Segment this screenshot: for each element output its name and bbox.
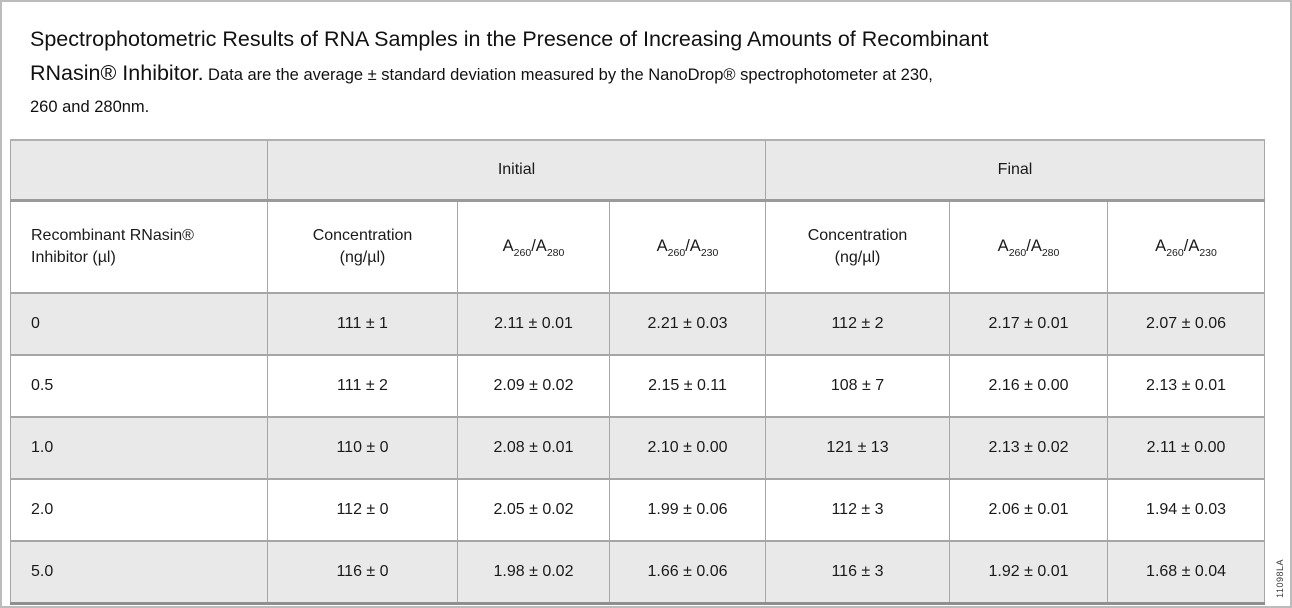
- data-cell: 116 ± 3: [765, 540, 951, 605]
- data-cell: 2.07 ± 0.06: [1107, 292, 1266, 356]
- data-cell: 2.15 ± 0.11: [608, 354, 767, 418]
- caption-line-1: Spectrophotometric Results of RNA Sample…: [30, 24, 1240, 57]
- table-caption: Spectrophotometric Results of RNA Sample…: [30, 24, 1240, 123]
- data-cell: 112 ± 3: [765, 478, 951, 542]
- inhibitor-cell: 1.0: [10, 416, 268, 480]
- caption-title-part-1: Spectrophotometric Results of RNA Sample…: [30, 27, 989, 51]
- data-cell: 1.94 ± 0.03: [1107, 478, 1266, 542]
- data-cell: 1.92 ± 0.01: [949, 540, 1109, 605]
- data-cell: 2.11 ± 0.00: [1107, 416, 1266, 480]
- data-cell: 121 ± 13: [765, 416, 951, 480]
- data-cell: 2.05 ± 0.02: [457, 478, 610, 542]
- inhibitor-cell: 5.0: [10, 540, 268, 605]
- absorbance-ratio-label: A260/A230: [656, 237, 719, 260]
- data-cell: 2.16 ± 0.00: [949, 354, 1109, 418]
- data-cell: 2.09 ± 0.02: [457, 354, 610, 418]
- table-row: 2.0 112 ± 0 2.05 ± 0.02 1.99 ± 0.06 112 …: [10, 478, 1266, 542]
- data-cell: 116 ± 0: [267, 540, 458, 605]
- column-header-inhibitor: Recombinant RNasin® Inhibitor (µl): [10, 199, 268, 294]
- inhibitor-cell: 0: [10, 292, 268, 356]
- inhibitor-header-line-1: Recombinant RNasin®: [31, 226, 194, 244]
- data-cell: 1.99 ± 0.06: [608, 478, 767, 542]
- concentration-header-line-1: Concentration: [312, 226, 413, 244]
- caption-note-part-1: Data are the average ± standard deviatio…: [208, 66, 933, 84]
- table-row: 5.0 116 ± 0 1.98 ± 0.02 1.66 ± 0.06 116 …: [10, 540, 1266, 605]
- inhibitor-header-line-2: Inhibitor (µl): [31, 248, 116, 266]
- data-cell: 112 ± 2: [765, 292, 951, 356]
- data-cell: 2.17 ± 0.01: [949, 292, 1109, 356]
- column-header-a260-a280-initial: A260/A280: [457, 199, 610, 294]
- caption-title-part-2: RNasin® Inhibitor.: [30, 61, 204, 85]
- table-row: 0.5 111 ± 2 2.09 ± 0.02 2.15 ± 0.11 108 …: [10, 354, 1266, 418]
- data-cell: 2.10 ± 0.00: [608, 416, 767, 480]
- group-header-row: Initial Final: [10, 139, 1266, 202]
- column-header-row: Recombinant RNasin® Inhibitor (µl) Concen…: [10, 199, 1266, 294]
- group-header-final: Final: [765, 139, 1266, 202]
- absorbance-ratio-label: A260/A280: [502, 237, 565, 260]
- caption-line-2: RNasin® Inhibitor. Data are the average …: [30, 58, 1240, 91]
- data-cell: 111 ± 1: [267, 292, 458, 356]
- data-cell: 2.13 ± 0.02: [949, 416, 1109, 480]
- data-cell: 2.21 ± 0.03: [608, 292, 767, 356]
- data-cell: 110 ± 0: [267, 416, 458, 480]
- data-cell: 2.13 ± 0.01: [1107, 354, 1266, 418]
- figure-id-label: 11098LA: [1275, 559, 1285, 598]
- data-cell: 112 ± 0: [267, 478, 458, 542]
- inhibitor-cell: 2.0: [10, 478, 268, 542]
- concentration-header-line-1: Concentration: [807, 226, 908, 244]
- data-cell: 1.98 ± 0.02: [457, 540, 610, 605]
- column-header-concentration-final: Concentration (ng/µl): [765, 199, 951, 294]
- table-row: 0 111 ± 1 2.11 ± 0.01 2.21 ± 0.03 112 ± …: [10, 292, 1266, 356]
- caption-note-part-2: 260 and 280nm.: [30, 98, 150, 116]
- concentration-header-line-2: (ng/µl): [339, 248, 386, 266]
- absorbance-ratio-label: A260/A280: [997, 237, 1060, 260]
- data-cell: 1.68 ± 0.04: [1107, 540, 1266, 605]
- data-cell: 108 ± 7: [765, 354, 951, 418]
- concentration-header-line-2: (ng/µl): [834, 248, 881, 266]
- data-cell: 111 ± 2: [267, 354, 458, 418]
- table-row: 1.0 110 ± 0 2.08 ± 0.01 2.10 ± 0.00 121 …: [10, 416, 1266, 480]
- column-header-a260-a230-final: A260/A230: [1107, 199, 1266, 294]
- group-header-initial: Initial: [266, 139, 767, 202]
- absorbance-ratio-label: A260/A230: [1155, 237, 1217, 260]
- results-table: Initial Final Recombinant RNasin® Inhibit…: [10, 139, 1266, 605]
- column-header-a260-a280-final: A260/A280: [949, 199, 1109, 294]
- data-cell: 2.11 ± 0.01: [457, 292, 610, 356]
- column-header-a260-a230-initial: A260/A230: [608, 199, 767, 294]
- column-header-concentration-initial: Concentration (ng/µl): [267, 199, 458, 294]
- inhibitor-cell: 0.5: [10, 354, 268, 418]
- group-header-empty-cell: [10, 139, 268, 202]
- data-cell: 2.08 ± 0.01: [457, 416, 610, 480]
- caption-line-3: 260 and 280nm.: [30, 92, 1240, 123]
- data-cell: 2.06 ± 0.01: [949, 478, 1109, 542]
- data-cell: 1.66 ± 0.06: [608, 540, 767, 605]
